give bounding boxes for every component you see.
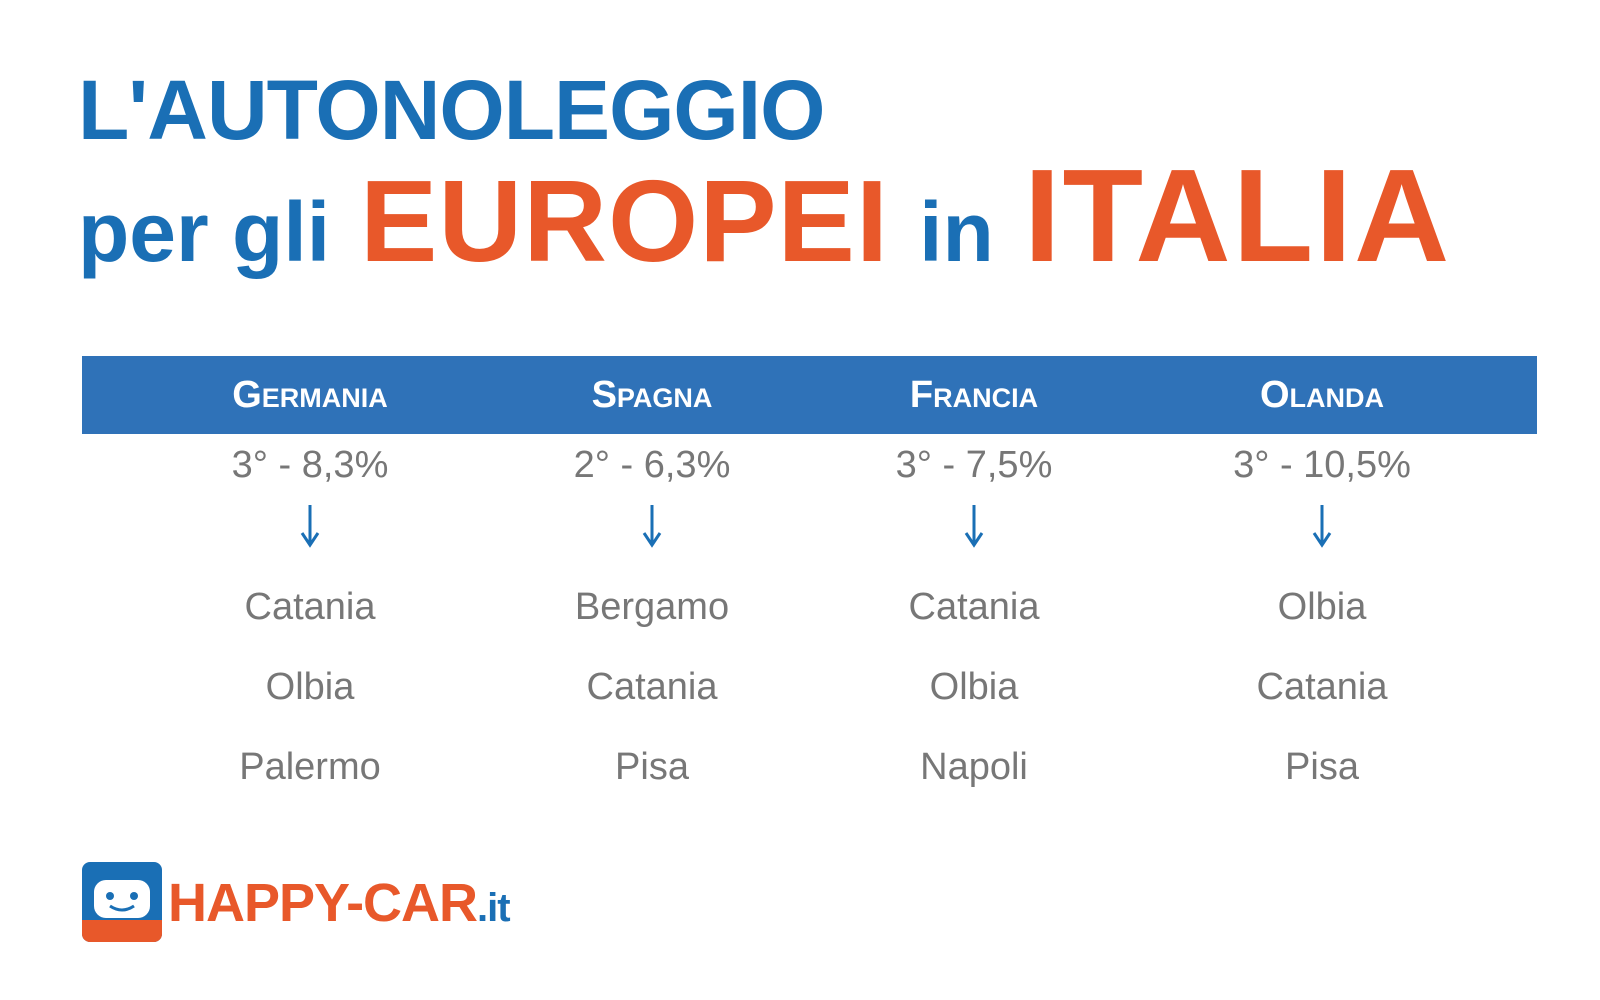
stat: 3° - 8,3% xyxy=(231,444,389,486)
city-list: Olbia Catania Pisa xyxy=(1152,567,1492,807)
country-header: Francia xyxy=(909,374,1039,416)
city: Olbia xyxy=(265,666,355,708)
logo-text: HAPPY-CAR.it xyxy=(168,872,511,934)
city: Pisa xyxy=(1285,746,1359,788)
header-bar xyxy=(82,356,1537,434)
title-word: in xyxy=(919,185,994,279)
country-header: Spagna xyxy=(591,374,713,416)
stat: 2° - 6,3% xyxy=(573,444,731,486)
city: Catania xyxy=(244,586,376,628)
city-list: Bergamo Catania Pisa xyxy=(482,567,822,807)
logo-suffix: .it xyxy=(477,886,511,930)
title-highlight: EUROPEI xyxy=(360,156,890,286)
country-header: Olanda xyxy=(1259,374,1385,416)
city: Catania xyxy=(908,586,1040,628)
logo-name: HAPPY-CAR xyxy=(168,873,478,933)
arrow xyxy=(642,505,662,548)
arrow xyxy=(300,505,320,548)
city: Olbia xyxy=(1277,586,1367,628)
column: Spagna 2° - 6,3% Bergamo Catania Pisa xyxy=(482,356,822,807)
country-header: Germania xyxy=(232,374,388,416)
city: Pisa xyxy=(615,746,689,788)
city-list: Catania Olbia Palermo xyxy=(140,567,480,807)
stat: 3° - 7,5% xyxy=(895,444,1053,486)
city: Bergamo xyxy=(574,586,730,628)
title-word: per gli xyxy=(78,185,331,279)
city-list: Catania Olbia Napoli xyxy=(804,567,1144,807)
title-line2: per gli EUROPEI in ITALIA xyxy=(78,140,1451,291)
logo-icon xyxy=(82,862,162,942)
city: Catania xyxy=(1256,666,1388,708)
stat: 3° - 10,5% xyxy=(1233,444,1411,486)
column: Germania 3° - 8,3% Catania Olbia Palermo xyxy=(140,356,480,807)
city: Catania xyxy=(586,666,718,708)
title-line1: L'AUTONOLEGGIO xyxy=(78,63,825,157)
title-highlight: ITALIA xyxy=(1023,142,1452,289)
city: Napoli xyxy=(920,746,1028,788)
arrow xyxy=(1312,505,1332,548)
arrow xyxy=(964,505,984,548)
column: Francia 3° - 7,5% Catania Olbia Napoli xyxy=(804,356,1144,807)
column: Olanda 3° - 10,5% Olbia Catania Pisa xyxy=(1152,356,1492,807)
city: Olbia xyxy=(929,666,1019,708)
city: Palermo xyxy=(239,746,381,788)
